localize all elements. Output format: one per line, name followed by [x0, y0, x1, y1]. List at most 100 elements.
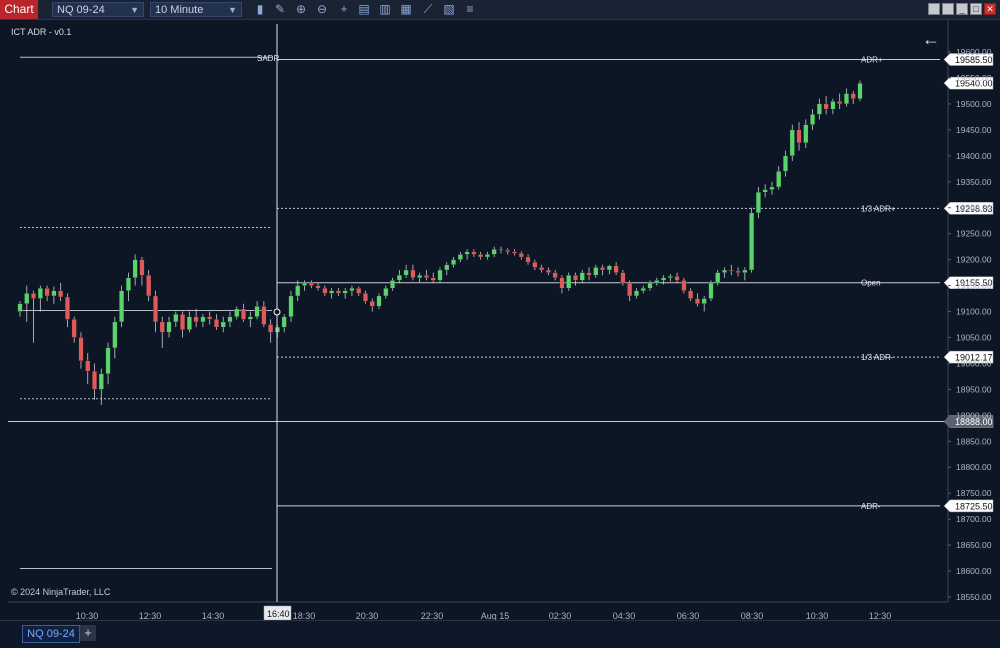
candle: [606, 264, 612, 275]
candle: [525, 254, 531, 265]
candle-body: [444, 264, 450, 271]
candle-body: [335, 290, 341, 294]
candle-body: [749, 212, 755, 271]
price-tag: 19585.50: [943, 53, 994, 66]
candle-body: [755, 191, 761, 214]
pencil-icon[interactable]: ✎: [274, 2, 286, 16]
candle: [349, 285, 355, 296]
chevron-down-icon: ▼: [130, 5, 139, 15]
candle: [640, 285, 646, 294]
maximize-icon[interactable]: □: [970, 3, 982, 15]
candle-body: [728, 269, 734, 272]
minimize-icon[interactable]: _: [956, 3, 968, 15]
candle-body: [322, 288, 328, 294]
candle-body: [37, 288, 43, 299]
data-box-icon[interactable]: ▥: [379, 2, 391, 16]
candle: [288, 290, 294, 322]
level-name-label: ADR-: [861, 502, 881, 511]
candle: [342, 288, 348, 299]
candle: [735, 267, 741, 277]
candle-body: [525, 256, 531, 263]
candle: [566, 272, 572, 291]
tile-icon[interactable]: [942, 3, 954, 15]
candle-body: [281, 316, 287, 328]
candle: [24, 285, 30, 322]
candle-body: [681, 280, 687, 291]
price-tick-label: 19600.00: [956, 47, 992, 57]
candle-body: [667, 276, 673, 278]
chart-window-tab[interactable]: Chart: [0, 0, 38, 19]
more-icon[interactable]: ≡: [466, 2, 474, 16]
price-tick-label: 18850.00: [956, 436, 992, 446]
candle: [850, 90, 856, 104]
time-tick-label: 12:30: [139, 611, 162, 620]
candle-body: [71, 319, 77, 338]
candlestick-series: [17, 80, 863, 405]
chart-trader-icon[interactable]: ▧: [443, 2, 455, 16]
candle-body: [146, 275, 152, 297]
candle-body: [830, 101, 836, 110]
arrow-left-icon[interactable]: ←: [922, 29, 940, 49]
candle-body: [302, 282, 307, 286]
candle-body: [769, 186, 775, 190]
candle: [512, 249, 517, 256]
price-tick-label: 18700.00: [956, 514, 992, 524]
crosshair-icon[interactable]: +: [340, 2, 348, 16]
candle: [383, 285, 389, 299]
candle-body: [308, 282, 314, 286]
zoom-out-icon[interactable]: ⊖: [316, 2, 328, 16]
candle-body: [783, 155, 788, 172]
indicators-icon[interactable]: ▦: [400, 2, 412, 16]
candle: [119, 285, 125, 328]
candle-body: [647, 282, 653, 289]
instrument-selector[interactable]: NQ 09-24 ▼: [52, 2, 144, 17]
candle: [545, 267, 551, 276]
time-axis: 10:30 12:30 14:30 18:30 20:30 22:30 Aug 15 02:3…: [76, 611, 892, 620]
level-name-label: 1/3 ADR+: [861, 204, 896, 213]
candle: [681, 277, 687, 294]
candle-body: [457, 254, 463, 260]
candle: [498, 246, 504, 254]
bar-chart-icon[interactable]: ▮: [256, 2, 264, 16]
candle-body: [810, 114, 816, 125]
candle: [166, 316, 172, 338]
candle: [837, 93, 843, 110]
candle-body: [640, 288, 646, 291]
strategies-icon[interactable]: ⟋: [423, 2, 433, 16]
candle: [112, 316, 118, 359]
price-tag-label: 19298.83: [955, 204, 993, 214]
close-icon[interactable]: ✕: [984, 3, 996, 15]
candle: [796, 122, 802, 151]
candle: [315, 282, 321, 291]
candle-body: [85, 360, 91, 372]
candle: [295, 280, 301, 302]
crosshair-time-label: 16:40: [267, 609, 290, 619]
candle-body: [193, 316, 199, 323]
candle: [471, 249, 477, 258]
level-name-label: 1/3 ADR-: [861, 353, 894, 362]
candle: [816, 98, 822, 120]
candle: [783, 150, 788, 177]
candle-body: [132, 259, 138, 278]
price-tick-label: 19200.00: [956, 255, 992, 265]
candle-body: [796, 129, 802, 143]
chart-toolbar: Chart NQ 09-24 ▼ 10 Minute ▼ ▮ ✎ ⊕ ⊖ + ▤…: [0, 0, 1000, 20]
candle-body: [620, 272, 626, 284]
candle: [857, 80, 863, 102]
time-tick-label: Aug 15: [481, 611, 510, 620]
candle: [634, 288, 639, 299]
zoom-in-icon[interactable]: ⊕: [295, 2, 307, 16]
candle-body: [708, 282, 714, 299]
add-tab-button[interactable]: +: [80, 625, 96, 641]
interval-selector[interactable]: 10 Minute ▼: [150, 2, 242, 17]
candle: [830, 98, 836, 115]
tab-instrument[interactable]: NQ 09-24: [22, 625, 80, 643]
chevron-down-icon: ▼: [228, 5, 237, 15]
candle: [613, 262, 619, 276]
properties-icon[interactable]: ▤: [358, 2, 370, 16]
candle: [71, 316, 77, 343]
price-tag-label: 18888.00: [955, 417, 993, 427]
candle: [776, 166, 782, 190]
restore-icon[interactable]: [928, 3, 940, 15]
